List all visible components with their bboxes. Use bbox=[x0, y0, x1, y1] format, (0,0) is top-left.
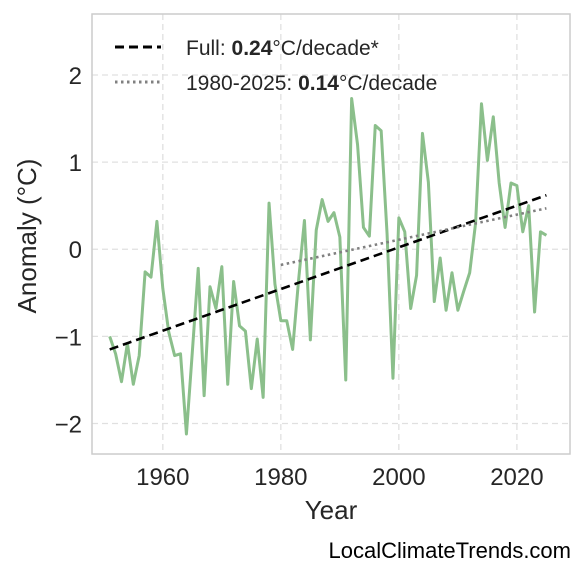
trend-lines bbox=[109, 194, 547, 351]
x-tick-label-2020: 2020 bbox=[490, 464, 543, 491]
x-tick-label-1960: 1960 bbox=[136, 464, 189, 491]
legend-recent-suffix: °C/decade bbox=[339, 72, 437, 95]
legend-recent-value: 0.14 bbox=[298, 72, 339, 95]
x-axis-label: Year bbox=[305, 495, 358, 525]
legend-label-full: Full: 0.24°C/decade* bbox=[186, 37, 379, 60]
legend-label-recent: 1980-2025: 0.14°C/decade bbox=[186, 72, 437, 95]
trend-line-full bbox=[109, 194, 547, 351]
legend-full-value: 0.24 bbox=[232, 37, 273, 60]
watermark-text: LocalClimateTrends.com bbox=[328, 538, 572, 563]
x-tick-label-2000: 2000 bbox=[372, 464, 425, 491]
y-tick-label-1: −1 bbox=[55, 324, 82, 351]
y-tick-label-3: 1 bbox=[69, 150, 82, 177]
x-tick-label-1980: 1980 bbox=[254, 464, 307, 491]
plot-frame bbox=[91, 13, 571, 455]
y-tick-label-0: −2 bbox=[55, 412, 82, 439]
legend-full-prefix: Full: bbox=[186, 37, 232, 60]
anomaly-series-line bbox=[108, 97, 548, 436]
legend-recent-prefix: 1980-2025: bbox=[186, 72, 298, 95]
legend: Full: 0.24°C/decade* 1980-2025: 0.14°C/d… bbox=[115, 37, 437, 95]
x-axis-ticks: 1960 1980 2000 2020 bbox=[136, 464, 543, 491]
y-tick-label-2: 0 bbox=[69, 237, 82, 264]
y-axis-ticks: −2 −1 0 1 2 bbox=[55, 63, 82, 439]
y-tick-label-4: 2 bbox=[69, 63, 82, 90]
legend-full-suffix: °C/decade* bbox=[272, 37, 378, 60]
y-axis-label: Anomaly (°C) bbox=[12, 159, 42, 314]
